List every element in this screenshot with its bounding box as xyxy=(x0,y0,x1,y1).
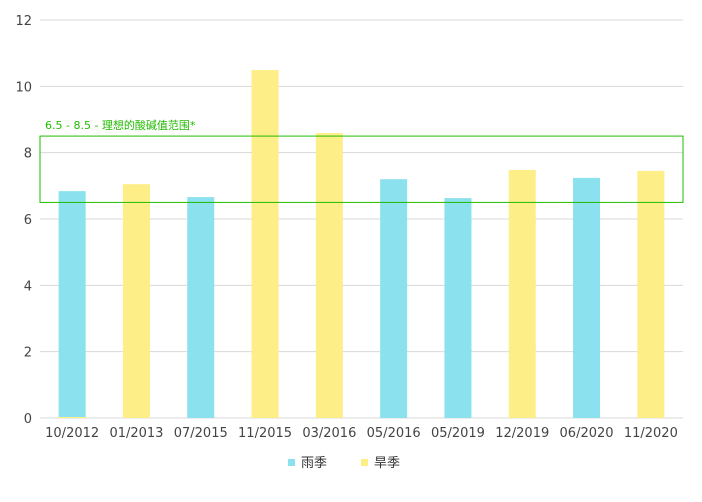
bar xyxy=(58,417,86,418)
bar xyxy=(315,133,343,418)
bar xyxy=(58,191,86,418)
bar xyxy=(251,70,279,418)
x-tick-label: 11/2015 xyxy=(238,426,292,441)
bar xyxy=(122,184,150,418)
bar xyxy=(187,197,215,418)
bar xyxy=(508,169,536,418)
legend-label: 雨季 xyxy=(301,456,327,471)
y-tick-label: 10 xyxy=(15,80,32,95)
bar xyxy=(573,177,601,418)
x-tick-label: 01/2013 xyxy=(109,426,163,441)
x-tick-label: 12/2019 xyxy=(495,426,549,441)
legend-swatch xyxy=(361,459,368,466)
x-tick-label: 11/2020 xyxy=(624,426,678,441)
bar xyxy=(444,198,472,418)
ideal-range-band xyxy=(39,135,684,203)
x-tick-label: 05/2016 xyxy=(367,426,421,441)
y-tick-label: 6 xyxy=(24,213,32,228)
y-tick-label: 12 xyxy=(15,14,32,29)
legend-label: 旱季 xyxy=(374,456,400,471)
y-tick-label: 2 xyxy=(24,346,32,361)
bar xyxy=(380,179,408,418)
x-tick-label: 03/2016 xyxy=(302,426,356,441)
y-tick-label: 4 xyxy=(24,279,32,294)
y-tick-label: 8 xyxy=(24,147,32,162)
x-tick-label: 05/2019 xyxy=(431,426,485,441)
band-label: 6.5 - 8.5 - 理想的酸碱值范围* xyxy=(45,118,196,132)
x-tick-label: 10/2012 xyxy=(45,426,99,441)
legend-swatch xyxy=(288,459,295,466)
x-tick-label: 07/2015 xyxy=(174,426,228,441)
x-tick-label: 06/2020 xyxy=(560,426,614,441)
y-tick-label: 0 xyxy=(24,412,32,427)
bar xyxy=(637,170,665,418)
